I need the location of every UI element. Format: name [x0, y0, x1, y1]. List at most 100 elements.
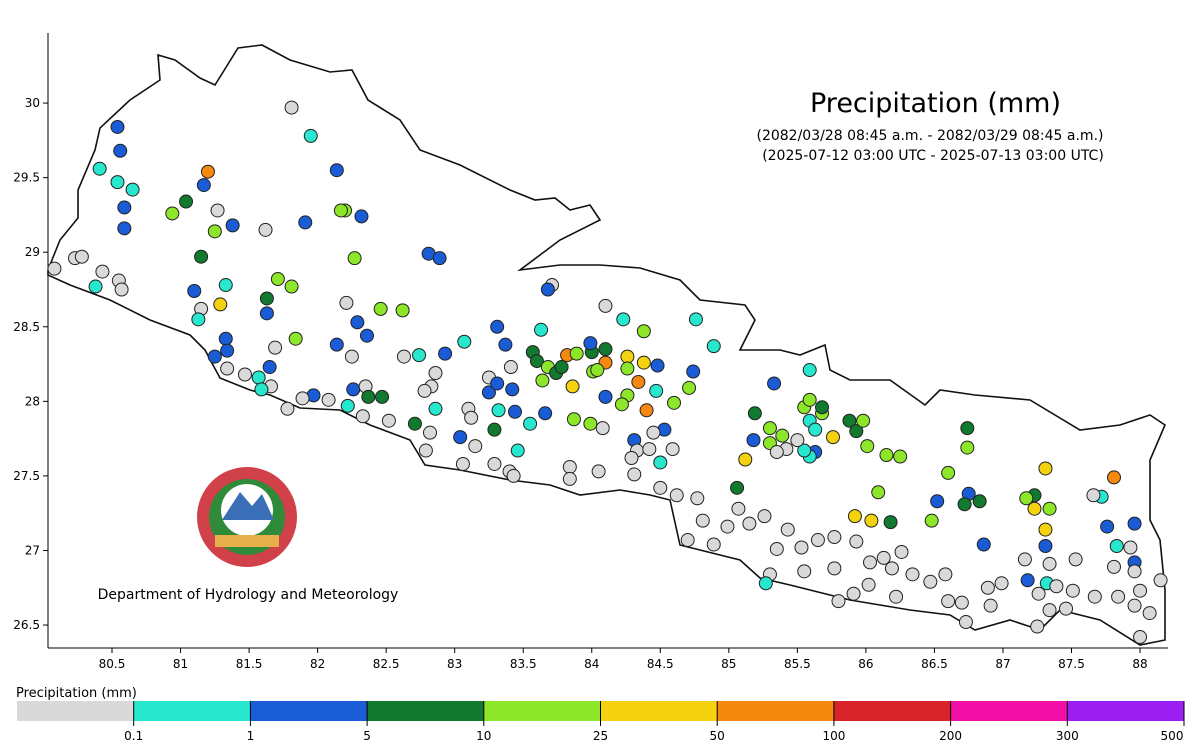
- station: [849, 534, 864, 549]
- station: [187, 283, 202, 298]
- station: [1127, 598, 1142, 613]
- legend-label: 10: [476, 729, 491, 743]
- station: [639, 403, 654, 418]
- legend-label: 25: [593, 729, 608, 743]
- station: [894, 544, 909, 559]
- station: [583, 416, 598, 431]
- station: [669, 488, 684, 503]
- x-tick-label: 83: [447, 657, 462, 671]
- legend-swatch: [250, 701, 368, 721]
- legend-label: 100: [822, 729, 845, 743]
- station: [1111, 589, 1126, 604]
- station: [218, 331, 233, 346]
- station: [210, 203, 225, 218]
- station: [884, 561, 899, 576]
- station: [1042, 556, 1057, 571]
- station: [665, 442, 680, 457]
- station: [1106, 559, 1121, 574]
- station: [491, 403, 506, 418]
- station: [598, 342, 613, 357]
- station: [346, 382, 361, 397]
- station: [284, 279, 299, 294]
- station: [938, 567, 953, 582]
- station: [438, 346, 453, 361]
- station: [810, 533, 825, 548]
- station: [616, 312, 631, 327]
- station: [117, 200, 132, 215]
- station: [797, 443, 812, 458]
- station: [350, 315, 365, 330]
- station: [207, 349, 222, 364]
- station: [47, 261, 62, 276]
- station: [375, 389, 390, 404]
- station: [566, 412, 581, 427]
- station: [490, 376, 505, 391]
- station: [1127, 516, 1142, 531]
- station: [396, 349, 411, 364]
- x-tick-label: 84: [584, 657, 599, 671]
- station: [769, 445, 784, 460]
- station: [826, 430, 841, 445]
- station: [303, 128, 318, 143]
- station: [797, 564, 812, 579]
- station: [682, 380, 697, 395]
- station: [457, 334, 472, 349]
- station: [1106, 470, 1121, 485]
- station: [620, 349, 635, 364]
- station: [591, 464, 606, 479]
- station: [280, 401, 295, 416]
- station: [237, 367, 252, 382]
- station: [110, 175, 125, 190]
- x-tick-label: 87: [995, 657, 1010, 671]
- legend-swatch: [833, 701, 951, 721]
- station: [1019, 491, 1034, 506]
- station: [1065, 583, 1080, 598]
- legend-label: 5: [363, 729, 371, 743]
- station: [540, 282, 555, 297]
- station: [590, 363, 605, 378]
- station: [730, 480, 745, 495]
- station: [432, 251, 447, 266]
- station: [490, 319, 505, 334]
- station: [827, 530, 842, 545]
- station: [876, 550, 891, 565]
- station: [481, 385, 496, 400]
- station: [790, 433, 805, 448]
- station: [117, 221, 132, 236]
- station: [487, 422, 502, 437]
- legend-swatch: [367, 701, 484, 721]
- station: [354, 209, 369, 224]
- legend-swatch: [1067, 701, 1184, 721]
- station: [507, 404, 522, 419]
- station: [842, 413, 857, 428]
- station: [329, 163, 344, 178]
- station: [688, 312, 703, 327]
- station: [856, 413, 871, 428]
- station: [815, 400, 830, 415]
- station: [1100, 519, 1115, 534]
- station: [636, 324, 651, 339]
- station: [1030, 619, 1045, 634]
- station: [983, 598, 998, 613]
- station: [893, 449, 908, 464]
- station: [775, 428, 790, 443]
- station: [418, 443, 433, 458]
- station: [200, 164, 215, 179]
- station: [1031, 586, 1046, 601]
- subtitle: (2082/03/28 08:45 a.m. - 2082/03/29 08:4…: [757, 128, 1104, 144]
- station: [510, 443, 525, 458]
- legend-label: 50: [710, 729, 725, 743]
- legend-label: 0.1: [124, 729, 143, 743]
- station: [329, 337, 344, 352]
- station: [529, 354, 544, 369]
- station: [468, 439, 483, 454]
- station: [562, 459, 577, 474]
- station: [849, 424, 864, 439]
- station: [213, 297, 228, 312]
- station: [653, 455, 668, 470]
- station: [1049, 579, 1064, 594]
- station: [747, 406, 762, 421]
- station: [666, 395, 681, 410]
- station: [428, 401, 443, 416]
- y-tick-label: 28: [25, 394, 40, 408]
